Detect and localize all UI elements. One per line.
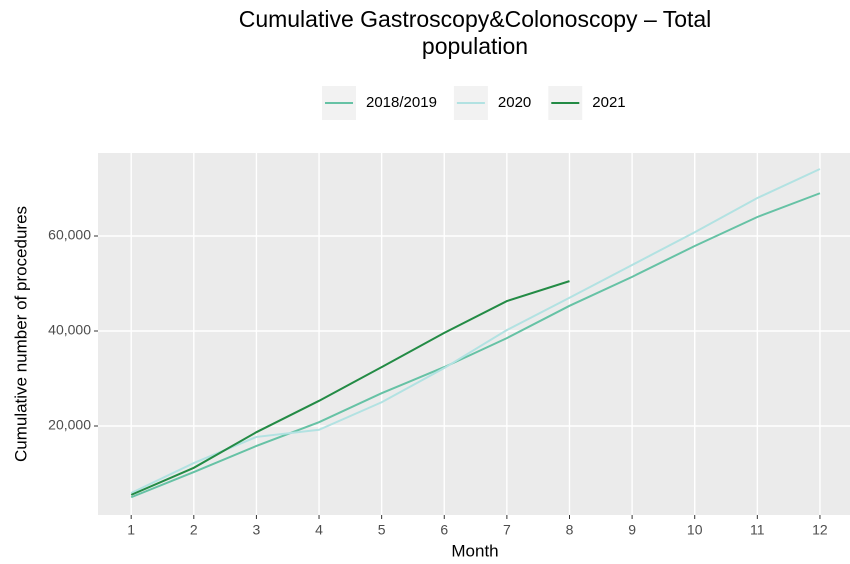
legend-label: 2021 (592, 94, 625, 111)
y-tick-label: 60,000 (48, 227, 91, 243)
legend-label: 2020 (498, 94, 531, 111)
x-tick-label: 7 (503, 522, 511, 538)
x-tick-label: 2 (190, 522, 198, 538)
legend-label: 2018/2019 (366, 94, 437, 111)
y-axis-label: Cumulative number of procedures (11, 206, 30, 462)
x-tick-label: 12 (812, 522, 828, 538)
series-line (130, 168, 821, 494)
x-tick-label: 10 (687, 522, 703, 538)
x-tick-label: 6 (440, 522, 448, 538)
series-line (130, 280, 570, 496)
x-tick-label: 8 (566, 522, 574, 538)
x-tick-label: 5 (378, 522, 386, 538)
x-tick-label: 4 (315, 522, 323, 538)
x-axis-label: Month (451, 541, 498, 560)
x-tick-label: 11 (750, 522, 765, 538)
x-tick-label: 3 (253, 522, 261, 538)
chart-title: Cumulative Gastroscopy&Colonoscopy – Tot… (238, 6, 712, 59)
y-tick-label: 20,000 (48, 417, 91, 433)
x-tick-label: 1 (127, 522, 135, 538)
series-line (130, 192, 821, 499)
x-tick-label: 9 (628, 522, 636, 538)
y-tick-label: 40,000 (48, 322, 91, 338)
plot-panel (98, 153, 850, 515)
